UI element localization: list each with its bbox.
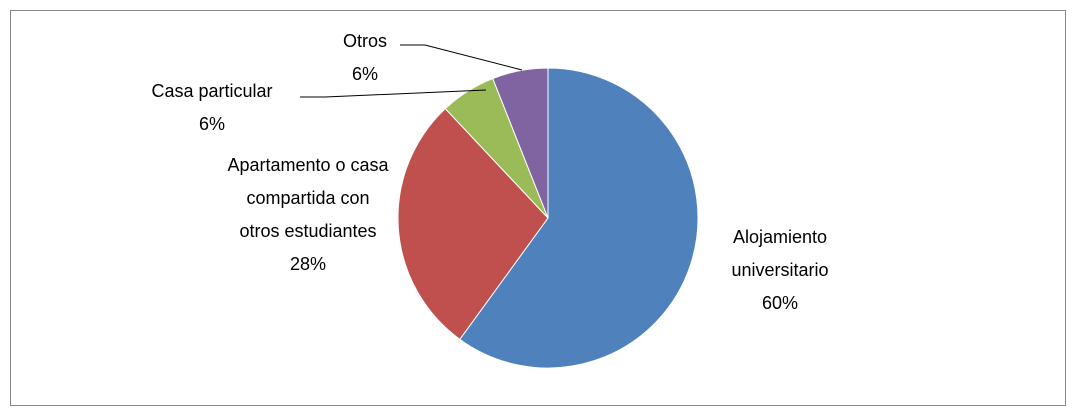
leader-line	[400, 44, 523, 71]
category-label: Alojamiento universitario	[731, 227, 828, 280]
pie-slice	[397, 107, 549, 341]
value-label: 6%	[352, 64, 378, 84]
pie-slice	[492, 67, 549, 219]
value-label: 60%	[762, 293, 798, 313]
pie-slice	[459, 67, 699, 369]
leader-line	[300, 89, 487, 98]
category-label: Otros	[343, 31, 387, 51]
category-label: Casa particular	[151, 81, 272, 101]
value-label: 6%	[199, 114, 225, 134]
category-label: Apartamento o casa compartida con otros es…	[227, 155, 389, 241]
value-label: 28%	[290, 254, 326, 274]
